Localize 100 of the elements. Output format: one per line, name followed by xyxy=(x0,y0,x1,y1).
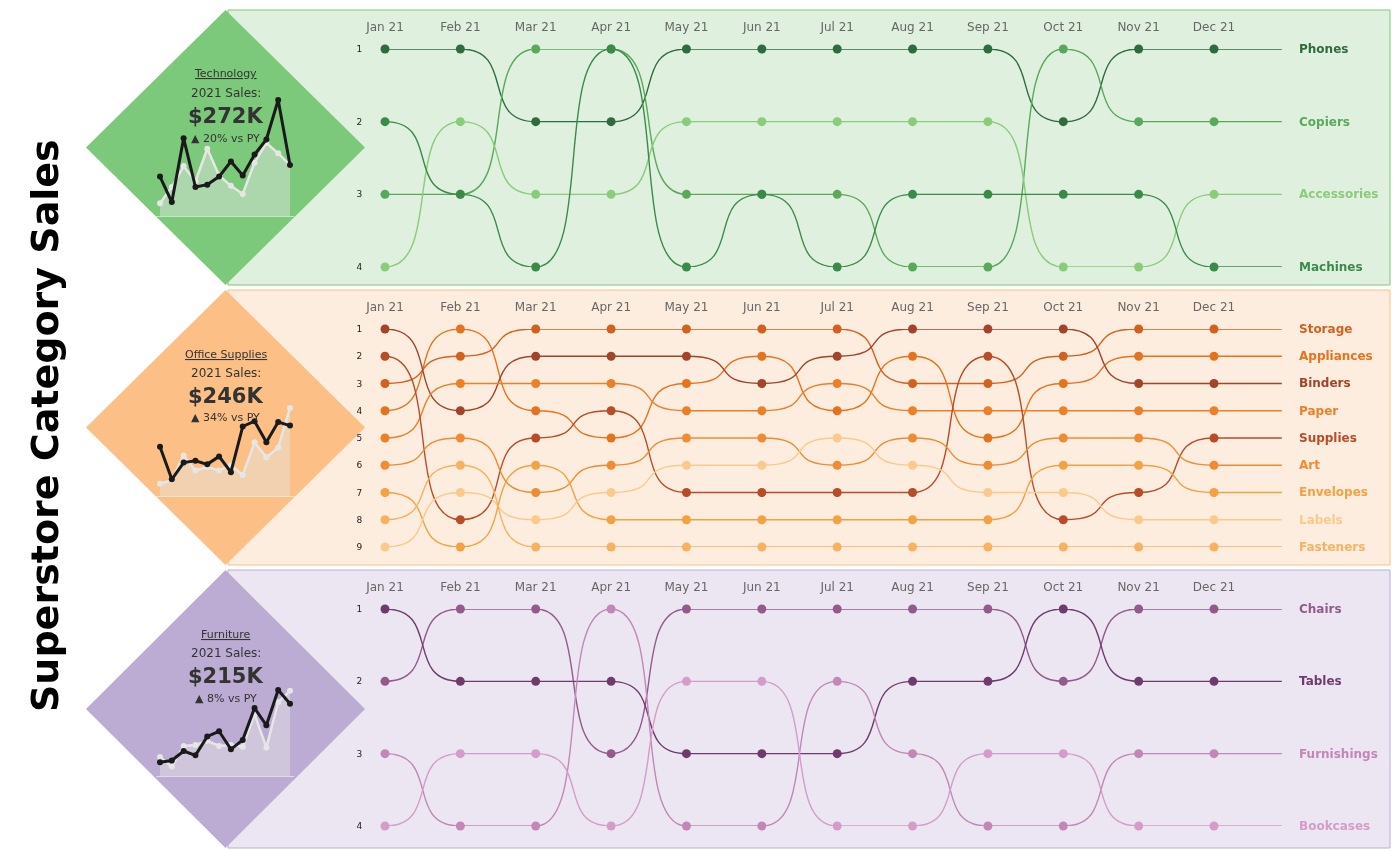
point xyxy=(681,117,691,127)
point xyxy=(455,117,465,127)
x-tick-label: Dec 21 xyxy=(1192,19,1236,34)
point xyxy=(832,749,842,759)
series-label: Bookcases xyxy=(1299,819,1371,833)
point xyxy=(832,406,842,416)
point xyxy=(380,324,390,334)
point xyxy=(908,749,918,759)
point xyxy=(1058,604,1068,614)
point xyxy=(757,542,767,552)
annotation: ▲ 34% vs PY xyxy=(191,411,261,424)
point xyxy=(1058,433,1068,443)
point xyxy=(531,604,541,614)
point xyxy=(832,542,842,552)
point xyxy=(251,151,258,158)
point xyxy=(455,604,465,614)
point xyxy=(983,676,993,686)
x-tick-label: Apr 21 xyxy=(591,19,632,34)
x-tick-label: Mar 21 xyxy=(514,579,557,594)
series-label: Binders xyxy=(1299,376,1351,390)
point xyxy=(1134,189,1144,199)
x-tick-label: Oct 21 xyxy=(1043,579,1084,594)
point xyxy=(192,467,199,474)
chart-subtitle: 2021 Sales: xyxy=(191,366,262,380)
point xyxy=(1134,488,1144,497)
point xyxy=(239,190,246,197)
series-label: Appliances xyxy=(1299,349,1373,363)
point xyxy=(1058,324,1068,334)
point xyxy=(606,379,616,388)
point xyxy=(531,460,541,470)
point xyxy=(287,687,293,694)
point xyxy=(757,324,767,334)
point xyxy=(832,676,842,686)
x-tick-label: Feb 21 xyxy=(440,299,481,314)
point xyxy=(531,542,541,552)
point xyxy=(204,733,211,740)
point xyxy=(263,454,270,461)
point xyxy=(1209,676,1219,686)
x-tick-label: Mar 21 xyxy=(514,299,557,314)
x-tick-label: Aug 21 xyxy=(891,579,934,594)
point xyxy=(380,117,390,127)
x-tick-label: Jul 21 xyxy=(819,19,854,34)
point xyxy=(216,467,223,474)
point xyxy=(180,135,187,142)
point xyxy=(168,763,175,770)
point xyxy=(455,749,465,759)
point xyxy=(1134,515,1144,525)
point xyxy=(757,676,767,686)
annotation: $246K xyxy=(188,384,264,408)
point xyxy=(832,604,842,614)
text: Superstore Category Sales xyxy=(23,139,67,712)
point xyxy=(157,173,163,180)
x-tick-label: May 21 xyxy=(664,19,709,34)
point xyxy=(1058,262,1068,272)
point xyxy=(216,453,223,460)
point xyxy=(832,488,842,497)
chart-title: Office Supplies xyxy=(185,348,268,361)
point xyxy=(1058,189,1068,199)
x-tick-label: Dec 21 xyxy=(1192,579,1236,594)
point xyxy=(681,433,691,443)
point xyxy=(380,821,390,831)
y-tick-label: 3 xyxy=(356,748,363,759)
y-tick-label: 7 xyxy=(356,487,363,498)
x-tick-label: May 21 xyxy=(664,579,709,594)
point xyxy=(455,44,465,54)
x-tick-label: Apr 21 xyxy=(591,299,632,314)
point xyxy=(606,676,616,686)
point xyxy=(287,405,293,411)
x-tick-label: Jun 21 xyxy=(741,579,781,594)
point xyxy=(455,433,465,443)
point xyxy=(1058,515,1068,525)
point xyxy=(204,181,211,188)
x-tick-label: Feb 21 xyxy=(440,19,481,34)
point xyxy=(832,117,842,127)
point xyxy=(832,379,842,388)
point xyxy=(227,182,234,189)
point xyxy=(380,379,390,388)
x-tick-label: Jun 21 xyxy=(741,299,781,314)
point xyxy=(908,433,918,443)
y-tick-label: 1 xyxy=(356,44,363,55)
x-tick-label: Feb 21 xyxy=(440,579,481,594)
point xyxy=(908,515,918,525)
point xyxy=(180,459,187,466)
y-tick-label: 4 xyxy=(356,405,363,416)
point xyxy=(531,379,541,388)
point xyxy=(832,433,842,443)
y-tick-label: 2 xyxy=(356,116,363,127)
point xyxy=(757,351,767,361)
point xyxy=(908,821,918,831)
point xyxy=(681,821,691,831)
point xyxy=(757,488,767,497)
point xyxy=(531,406,541,416)
series-label: Labels xyxy=(1299,513,1343,527)
y-tick-label: 5 xyxy=(356,433,363,444)
point xyxy=(983,262,993,272)
point xyxy=(681,44,691,54)
point xyxy=(1134,604,1144,614)
point xyxy=(380,676,390,686)
point xyxy=(606,488,616,497)
point xyxy=(1134,117,1144,127)
